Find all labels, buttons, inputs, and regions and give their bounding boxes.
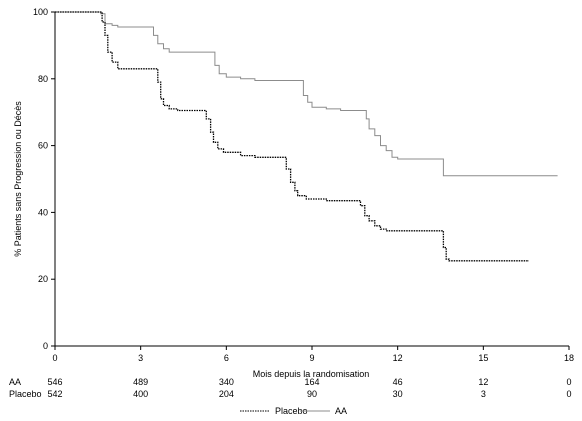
risk-value: 30	[393, 389, 403, 399]
risk-value: 546	[47, 377, 62, 387]
risk-value: 0	[566, 389, 571, 399]
series-group	[55, 11, 558, 262]
x-tick-label: 12	[393, 353, 403, 363]
x-tick-label: 3	[138, 353, 143, 363]
risk-value: 12	[478, 377, 488, 387]
x-tick-label: 18	[564, 353, 574, 363]
risk-value: 164	[304, 377, 319, 387]
risk-value: 0	[566, 377, 571, 387]
x-tick-label: 6	[224, 353, 229, 363]
series-line-placebo	[55, 11, 529, 262]
risk-value: 204	[219, 389, 234, 399]
x-tick-label: 0	[52, 353, 57, 363]
axes: 0 3 6 9 12 15 18 0 20 40 60 80 100	[33, 7, 574, 363]
risk-row-label: AA	[9, 377, 21, 387]
x-axis-label: Mois depuis la randomisation	[253, 369, 370, 379]
legend-label-placebo: Placebo	[275, 406, 308, 416]
y-tick-label: 80	[38, 74, 48, 84]
legend: Placebo AA	[240, 406, 347, 416]
risk-value: 489	[133, 377, 148, 387]
risk-row-label: Placebo	[9, 389, 42, 399]
series-line-aa	[55, 11, 558, 177]
risk-value: 340	[219, 377, 234, 387]
y-tick-label: 60	[38, 141, 48, 151]
y-axis-label: % Patients sans Progression ou Décès	[13, 101, 23, 257]
risk-value: 3	[481, 389, 486, 399]
y-tick-label: 0	[43, 341, 48, 351]
x-tick-label: 9	[309, 353, 314, 363]
risk-value: 542	[47, 389, 62, 399]
x-tick-label: 15	[478, 353, 488, 363]
y-tick-label: 20	[38, 274, 48, 284]
risk-value: 46	[393, 377, 403, 387]
risk-value: 90	[307, 389, 317, 399]
legend-label-aa: AA	[335, 406, 347, 416]
y-tick-label: 100	[33, 7, 48, 17]
risk-value: 400	[133, 389, 148, 399]
y-tick-label: 40	[38, 207, 48, 217]
